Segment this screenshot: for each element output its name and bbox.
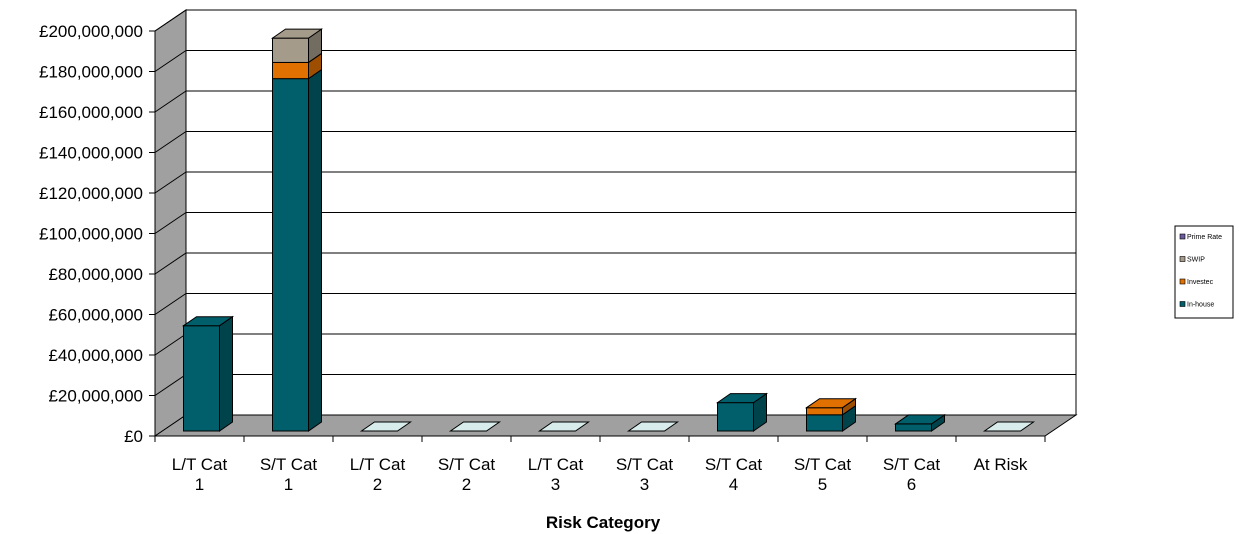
legend: Prime Rate SWIP Investec In-house (1174, 225, 1234, 319)
legend-label: SWIP (1187, 257, 1205, 264)
legend-swatch (1179, 278, 1186, 285)
x-tick-label: S/T Cat (794, 455, 852, 474)
bars (181, 28, 1036, 432)
x-tick-label: S/T Cat (260, 455, 318, 474)
x-tick-label: S/T Cat (616, 455, 674, 474)
legend-label: Prime Rate (1187, 234, 1222, 241)
bar-segment-in-house (893, 413, 947, 432)
legend-swatch (1179, 256, 1186, 262)
y-tick-label: £60,000,000 (48, 306, 143, 325)
bar-segment-in-house (715, 392, 769, 432)
gridlines (154, 9, 1076, 396)
gridline-side (154, 333, 187, 356)
bar-segment-in-house (272, 68, 322, 432)
x-tick-label: S/T Cat (883, 455, 941, 474)
gridline-side (154, 374, 187, 396)
x-tick-label: L/T Cat (528, 455, 584, 474)
legend-swatch (1179, 301, 1186, 307)
y-tick-label: £100,000,000 (39, 225, 143, 244)
x-tick-label: L/T Cat (172, 455, 228, 474)
legend-swatch (1179, 233, 1186, 240)
x-tick-label: 6 (907, 475, 916, 494)
x-tick-label: L/T Cat (350, 455, 406, 474)
bar-empty (537, 421, 591, 432)
x-tick-label: S/T Cat (705, 455, 763, 474)
bar-empty (982, 421, 1036, 432)
x-tick-label: 3 (640, 475, 649, 494)
legend-label: Investec (1187, 279, 1214, 286)
gridline-side (154, 9, 187, 32)
gridline-side (154, 171, 187, 194)
bar-segment-in-house (806, 404, 856, 432)
legend-label: In-house (1187, 302, 1214, 309)
x-tick-label: 1 (195, 475, 204, 494)
x-tick-label: 4 (729, 475, 738, 494)
legend-item: Investec (1179, 278, 1214, 286)
y-tick-label: £160,000,000 (39, 103, 143, 122)
y-tick-label: £0 (124, 427, 143, 446)
x-tick-label: S/T Cat (438, 455, 496, 474)
x-tick-label: 3 (551, 475, 560, 494)
gridline-side (154, 90, 187, 113)
bar-segment-investec (272, 52, 322, 80)
gridline-side (154, 131, 187, 153)
gridline-side (154, 293, 187, 315)
x-tick-label: At Risk (974, 455, 1028, 474)
legend-item: Prime Rate (1179, 233, 1222, 241)
bar-empty (626, 421, 680, 432)
x-axis-label: Risk Category (546, 513, 661, 532)
bar-segment-investec (804, 397, 858, 416)
bar-segment-swip (270, 28, 324, 64)
bar-segment-in-house (181, 315, 235, 432)
legend-item: In-house (1179, 301, 1214, 309)
y-axis-ticks: £0 £20,000,000 £40,000,000 £60,000,000 £80,0… (39, 22, 156, 446)
x-tick-label: 2 (373, 475, 382, 494)
x-tick-label: 1 (284, 475, 293, 494)
gridline-side (154, 212, 187, 234)
gridline-side (154, 50, 187, 72)
y-tick-label: £200,000,000 (39, 22, 143, 41)
y-tick-label: £120,000,000 (39, 184, 143, 203)
y-tick-label: £20,000,000 (48, 387, 143, 406)
x-tick-label: 2 (462, 475, 471, 494)
bar-empty (359, 421, 413, 432)
y-tick-label: £80,000,000 (48, 265, 143, 284)
legend-item: SWIP (1179, 256, 1205, 264)
y-tick-label: £180,000,000 (39, 63, 143, 82)
x-tick-label: 5 (818, 475, 827, 494)
y-tick-label: £40,000,000 (48, 346, 143, 365)
gridline-side (154, 252, 187, 275)
y-tick-label: £140,000,000 (39, 144, 143, 163)
bar-empty (448, 421, 502, 432)
